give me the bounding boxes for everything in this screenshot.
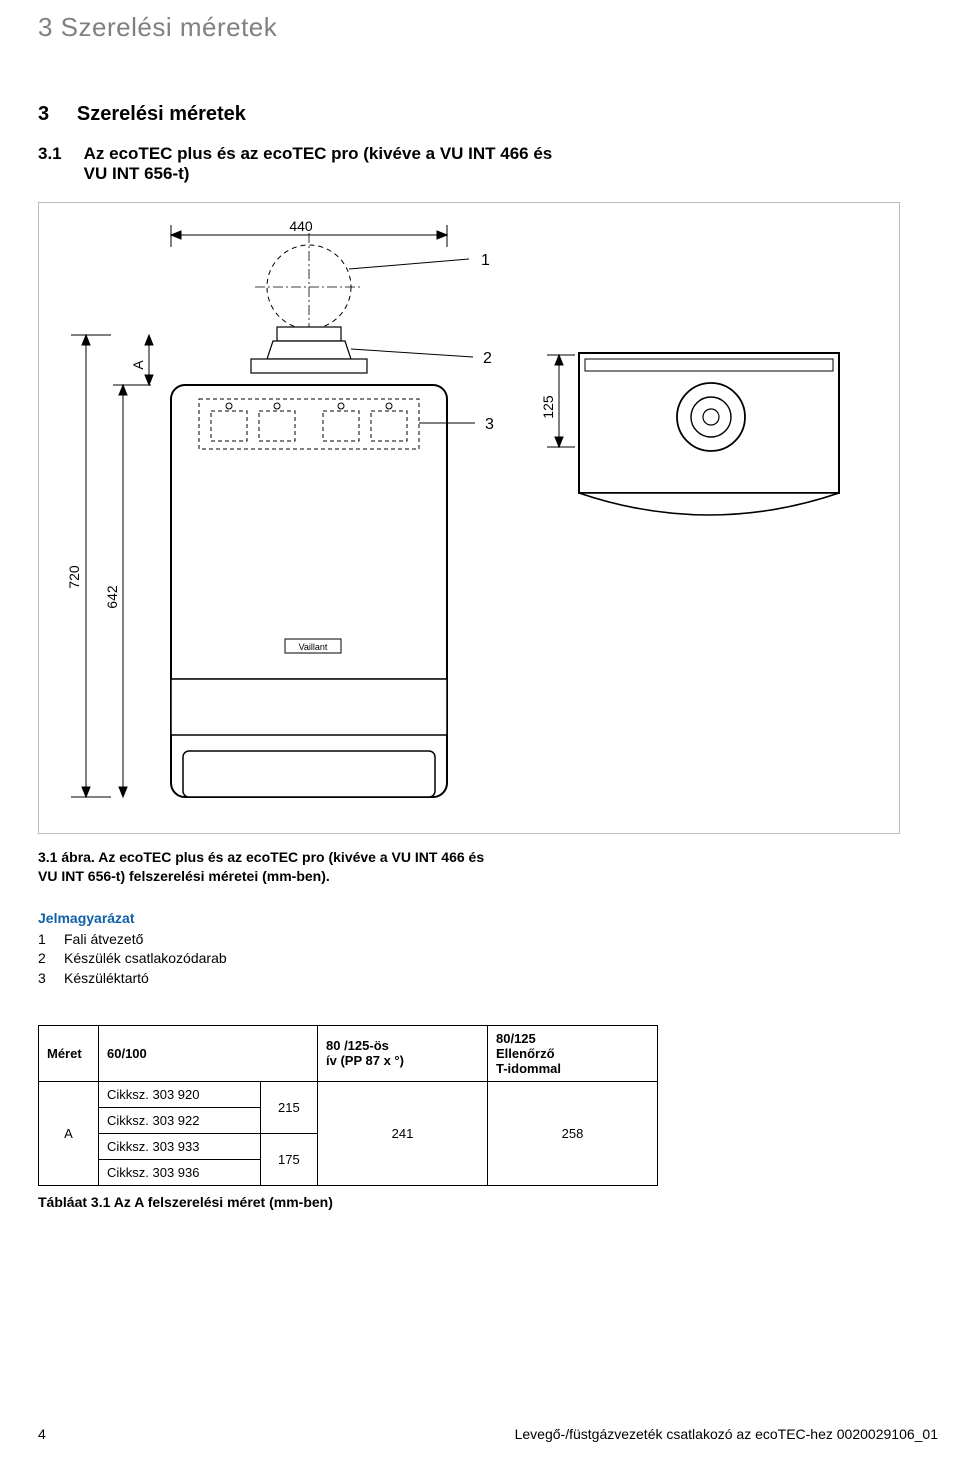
legend-text: Fali átvezető bbox=[64, 930, 143, 950]
legend-num: 3 bbox=[38, 969, 52, 989]
dim-height720: 720 bbox=[66, 565, 82, 589]
dim-height642: 642 bbox=[104, 585, 120, 609]
th-80125t: 80/125 Ellenőrző T-idommal bbox=[488, 1025, 658, 1081]
cell-175: 175 bbox=[260, 1133, 317, 1185]
logo-text: Vaillant bbox=[299, 642, 328, 652]
figure-caption: 3.1 ábra. Az ecoTEC plus és az ecoTEC pr… bbox=[38, 848, 498, 886]
legend-text: Készüléktartó bbox=[64, 969, 149, 989]
figure-caption-text: Az ecoTEC plus és az ecoTEC pro (kivéve … bbox=[38, 849, 484, 884]
legend-num: 2 bbox=[38, 949, 52, 969]
ref-3: 3 bbox=[485, 416, 494, 433]
dim-A: A bbox=[130, 360, 146, 370]
section-title: Szerelési méretek bbox=[77, 103, 246, 125]
page-number: 4 bbox=[38, 1426, 46, 1442]
th-80125: 80 /125-ös ív (PP 87 x °) bbox=[318, 1025, 488, 1081]
cell-cikksz: Cikksz. 303 936 bbox=[99, 1159, 261, 1185]
th-60100: 60/100 bbox=[99, 1025, 318, 1081]
ref-1: 1 bbox=[481, 252, 490, 269]
legend-num: 1 bbox=[38, 930, 52, 950]
legend: Jelmagyarázat 1 Fali átvezető 2 Készülék… bbox=[38, 910, 960, 989]
cell-cikksz: Cikksz. 303 920 bbox=[99, 1081, 261, 1107]
dimension-table: Méret 60/100 80 /125-ös ív (PP 87 x °) 8… bbox=[38, 1025, 658, 1186]
diagram-frame: 440 720 642 bbox=[38, 202, 900, 834]
cell-241: 241 bbox=[318, 1081, 488, 1185]
top-view: 125 bbox=[535, 317, 865, 537]
cell-cikksz: Cikksz. 303 933 bbox=[99, 1133, 261, 1159]
page-header: 3 Szerelési méretek bbox=[0, 0, 960, 43]
legend-item: 1 Fali átvezető bbox=[38, 930, 960, 950]
legend-text: Készülék csatlakozódarab bbox=[64, 949, 227, 969]
subsection-heading: 3.1 Az ecoTEC plus és az ecoTEC pro (kiv… bbox=[38, 144, 558, 184]
table-caption: Tábláat 3.1 Az A felszerelési méret (mm-… bbox=[38, 1194, 658, 1210]
cell-215: 215 bbox=[260, 1081, 317, 1133]
th-meret: Méret bbox=[39, 1025, 99, 1081]
subsection-number: 3.1 bbox=[38, 144, 62, 184]
subsection-title: Az ecoTEC plus és az ecoTEC pro (kivéve … bbox=[84, 144, 558, 184]
dim-125: 125 bbox=[540, 395, 556, 419]
page-footer: 4 Levegő-/füstgázvezeték csatlakozó az e… bbox=[0, 1426, 960, 1442]
section-heading: 3 Szerelési méretek bbox=[38, 103, 960, 126]
row-A-label: A bbox=[39, 1081, 99, 1185]
doc-id: Levegő-/füstgázvezeték csatlakozó az eco… bbox=[515, 1426, 938, 1442]
cell-258: 258 bbox=[488, 1081, 658, 1185]
figure-caption-num: 3.1 ábra. bbox=[38, 849, 95, 865]
legend-title: Jelmagyarázat bbox=[38, 910, 960, 926]
cell-cikksz: Cikksz. 303 922 bbox=[99, 1107, 261, 1133]
table-wrap: Méret 60/100 80 /125-ös ív (PP 87 x °) 8… bbox=[38, 1025, 658, 1210]
section-number: 3 bbox=[38, 103, 49, 125]
front-view: 440 720 642 bbox=[51, 217, 505, 815]
dim-width: 440 bbox=[289, 218, 313, 234]
legend-item: 3 Készüléktartó bbox=[38, 969, 960, 989]
ref-2: 2 bbox=[483, 350, 492, 367]
legend-item: 2 Készülék csatlakozódarab bbox=[38, 949, 960, 969]
